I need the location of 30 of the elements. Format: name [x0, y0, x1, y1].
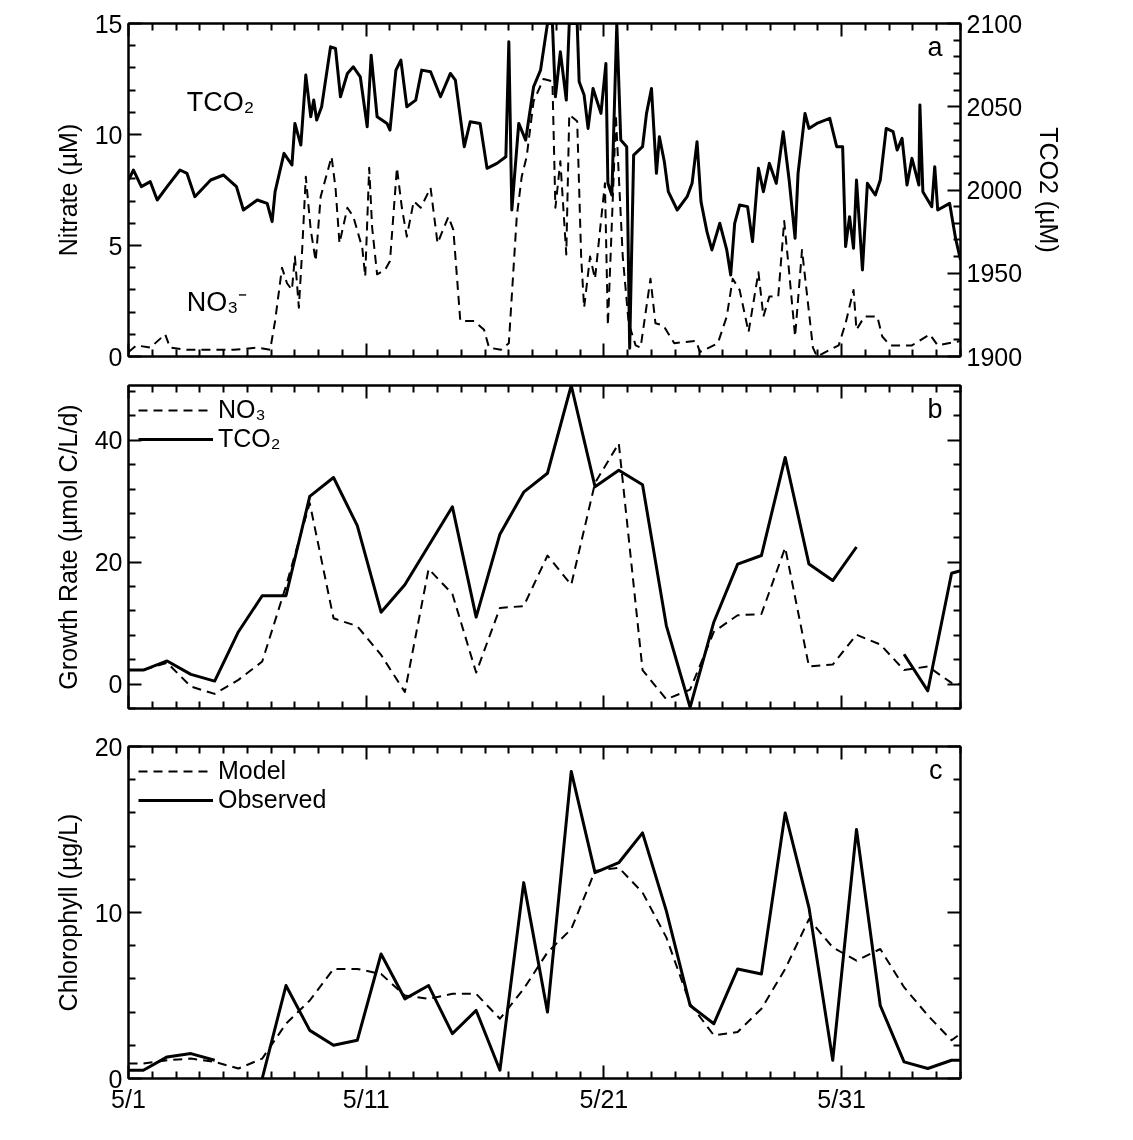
y2-tick-label: 1900: [966, 342, 1023, 371]
y-tick-label: 20: [94, 548, 123, 577]
legend-label: TCO₂: [218, 424, 281, 453]
y2-tick-label: 2100: [966, 9, 1023, 38]
y-axis-title: Nitrate (µM): [53, 123, 82, 257]
series-label: TCO₂: [186, 86, 255, 117]
y2-axis-title: TCO2 (µM): [1035, 127, 1064, 253]
y-tick-label: 0: [108, 342, 123, 371]
y-tick-label: 40: [94, 426, 123, 455]
annotation: c: [929, 754, 943, 785]
x-tick-label: 5/31: [817, 1084, 866, 1113]
legend-label: Observed: [218, 785, 327, 814]
y2-tick-label: 2050: [966, 92, 1023, 121]
legend-label: NO₃: [218, 395, 266, 424]
y-tick-label: 5: [108, 231, 123, 260]
y-tick-label: 20: [94, 732, 123, 761]
y-tick-label: 10: [94, 898, 123, 927]
y-tick-label: 0: [108, 670, 123, 699]
annotation: a: [927, 31, 944, 62]
y2-tick-label: 2000: [966, 176, 1023, 204]
legend-label: Model: [218, 756, 287, 785]
y-tick-label: 15: [94, 9, 123, 38]
y-axis-title: Chlorophyll (µg/L): [53, 813, 82, 1012]
y-tick-label: 10: [94, 120, 123, 149]
y-axis-title: Growth Rate (µmol C/L/d): [53, 404, 82, 690]
y2-tick-label: 1950: [966, 259, 1023, 288]
annotation: b: [927, 393, 943, 424]
x-tick-label: 5/21: [579, 1084, 629, 1113]
series-label: NO₃⁻: [186, 286, 248, 317]
x-tick-label: 5/11: [342, 1084, 390, 1113]
